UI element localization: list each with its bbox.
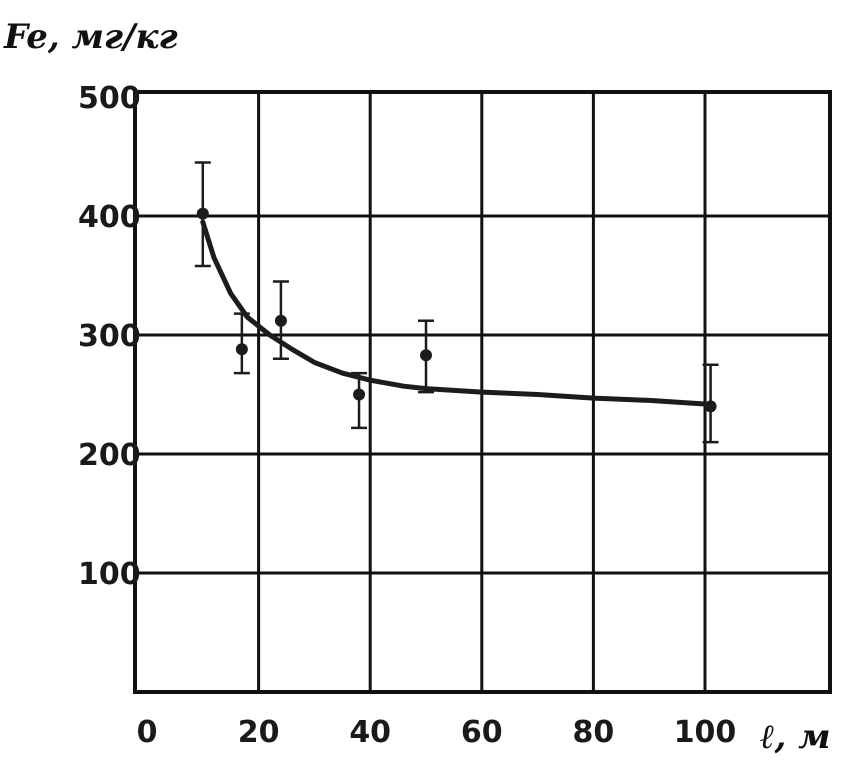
point-marker xyxy=(420,349,432,362)
y-tick-label-100: 100 xyxy=(78,557,141,592)
x-axis-label: ℓ, м xyxy=(760,717,831,757)
grid xyxy=(135,92,830,692)
x-tick-label-100: 100 xyxy=(674,715,737,750)
point-marker xyxy=(196,207,209,220)
data-point-2 xyxy=(233,312,250,375)
x-tick-label-60: 60 xyxy=(461,715,503,750)
y-axis-label: Fe, мг/кг xyxy=(3,17,178,57)
point-marker xyxy=(235,343,248,356)
point-marker xyxy=(353,388,366,401)
x-tick-labels: 0 20 40 60 80 100 xyxy=(137,715,737,750)
fit-curve xyxy=(200,219,708,407)
fit-curve-group xyxy=(200,219,708,407)
x-tick-label-40: 40 xyxy=(349,715,391,750)
y-tick-labels: 100 200 300 400 500 xyxy=(78,81,141,592)
x-tick-label-20: 20 xyxy=(238,715,280,750)
y-tick-label-500: 500 xyxy=(78,81,141,116)
y-tick-label-200: 200 xyxy=(78,438,141,473)
data-point-1 xyxy=(194,161,211,268)
point-marker xyxy=(274,314,287,327)
x-tick-label-0: 0 xyxy=(137,715,158,750)
point-marker xyxy=(704,400,717,413)
data-points-group xyxy=(194,161,719,444)
x-tick-label-80: 80 xyxy=(573,715,615,750)
data-point-4 xyxy=(351,371,368,430)
data-point-6 xyxy=(702,363,719,444)
y-tick-label-300: 300 xyxy=(78,319,141,354)
y-tick-label-400: 400 xyxy=(78,200,141,235)
data-point-5 xyxy=(418,319,434,394)
data-point-3 xyxy=(272,280,289,361)
plot-frame xyxy=(133,90,832,694)
